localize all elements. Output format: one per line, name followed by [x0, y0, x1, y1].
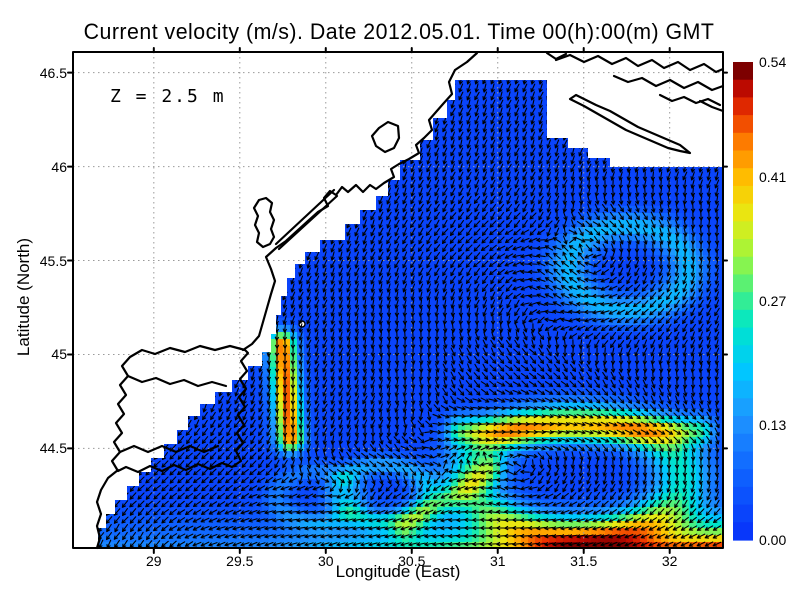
y-tick-label: 45 — [51, 346, 67, 363]
y-tick-label: 44.5 — [39, 440, 67, 457]
colorbar-tick-label: 0.27 — [759, 293, 787, 309]
x-tick-label: 30 — [317, 553, 334, 569]
x-axis-label: Longitude (East) — [335, 562, 461, 581]
colorbar-tick-label: 0.00 — [759, 532, 787, 548]
x-tick-label: 31.5 — [570, 553, 598, 569]
y-tick-label: 46.5 — [39, 64, 67, 81]
x-tick-label: 29 — [146, 553, 162, 569]
y-tick-label: 45.5 — [39, 252, 67, 269]
colorbar-tick-label: 0.41 — [759, 169, 787, 186]
x-tick-label: 29.5 — [226, 553, 254, 569]
x-tick-label: 30.5 — [398, 553, 426, 569]
x-tick-label: 31 — [489, 553, 506, 569]
x-tick-label: 32 — [661, 553, 678, 569]
depth-annotation: Z = 2.5 m — [110, 86, 226, 107]
colorbar-tick-label: 0.13 — [759, 416, 787, 433]
colorbar-tick-label: 0.54 — [759, 54, 787, 70]
y-tick-label: 46 — [51, 158, 67, 175]
plot-title: Current velocity (m/s). Date 2012.05.01.… — [83, 19, 715, 44]
